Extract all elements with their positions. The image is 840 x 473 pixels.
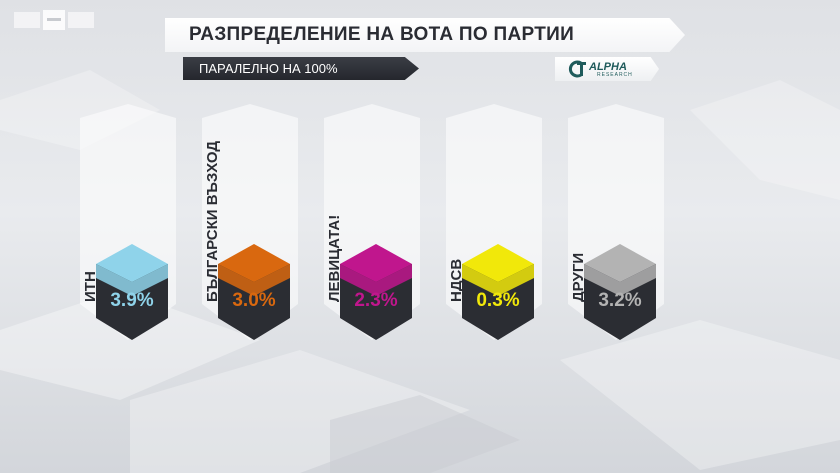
cube-side (340, 264, 412, 296)
value-label: 3.0% (232, 290, 276, 311)
page-title: РАЗПРЕДЕЛЕНИЕ НА ВОТА ПО ПАРТИИ (189, 24, 575, 45)
cube-top (96, 244, 168, 282)
alpha-research-logo: ALPHA RESEARCH (555, 57, 659, 81)
party-column-shape (324, 104, 420, 340)
party-column-shape (202, 104, 298, 340)
title-bar: РАЗПРЕДЕЛЕНИЕ НА ВОТА ПО ПАРТИИ (165, 18, 685, 52)
party-column: БЪЛГАРСКИ ВЪЗХОД 3.0% (202, 104, 298, 344)
value-label: 3.9% (110, 290, 154, 311)
subtitle-bar: ПАРАЛЕЛНО НА 100% (183, 57, 419, 80)
cube-side (584, 264, 656, 296)
cube-top (462, 244, 534, 282)
page-subtitle: ПАРАЛЕЛНО НА 100% (199, 61, 338, 76)
category-label-български-възход: БЪЛГАРСКИ ВЪЗХОД (204, 140, 221, 302)
bnt-logo (14, 10, 94, 30)
cube-top (340, 244, 412, 282)
pollster-brand: ALPHA (589, 61, 627, 73)
cube-side (462, 264, 534, 296)
alpha-research-icon (568, 60, 586, 78)
category-label-левицата: ЛЕВИЦАТА! (326, 214, 343, 302)
cube-top (584, 244, 656, 282)
pollster-sub: RESEARCH (597, 72, 633, 78)
party-column: ЛЕВИЦАТА! 2.3% (324, 104, 420, 344)
party-column-shape (80, 104, 176, 340)
party-column: ИТН 3.9% (80, 104, 176, 344)
value-label: 3.2% (598, 290, 642, 311)
party-column-shape (446, 104, 542, 340)
party-column: НДСВ 0.3% (446, 104, 542, 344)
cube-side (218, 264, 290, 296)
cube-side (96, 264, 168, 296)
party-column-shape (568, 104, 664, 340)
party-column: ДРУГИ 3.2% (568, 104, 664, 344)
value-label: 0.3% (476, 290, 520, 311)
value-label: 2.3% (354, 290, 398, 311)
cube-top (218, 244, 290, 282)
